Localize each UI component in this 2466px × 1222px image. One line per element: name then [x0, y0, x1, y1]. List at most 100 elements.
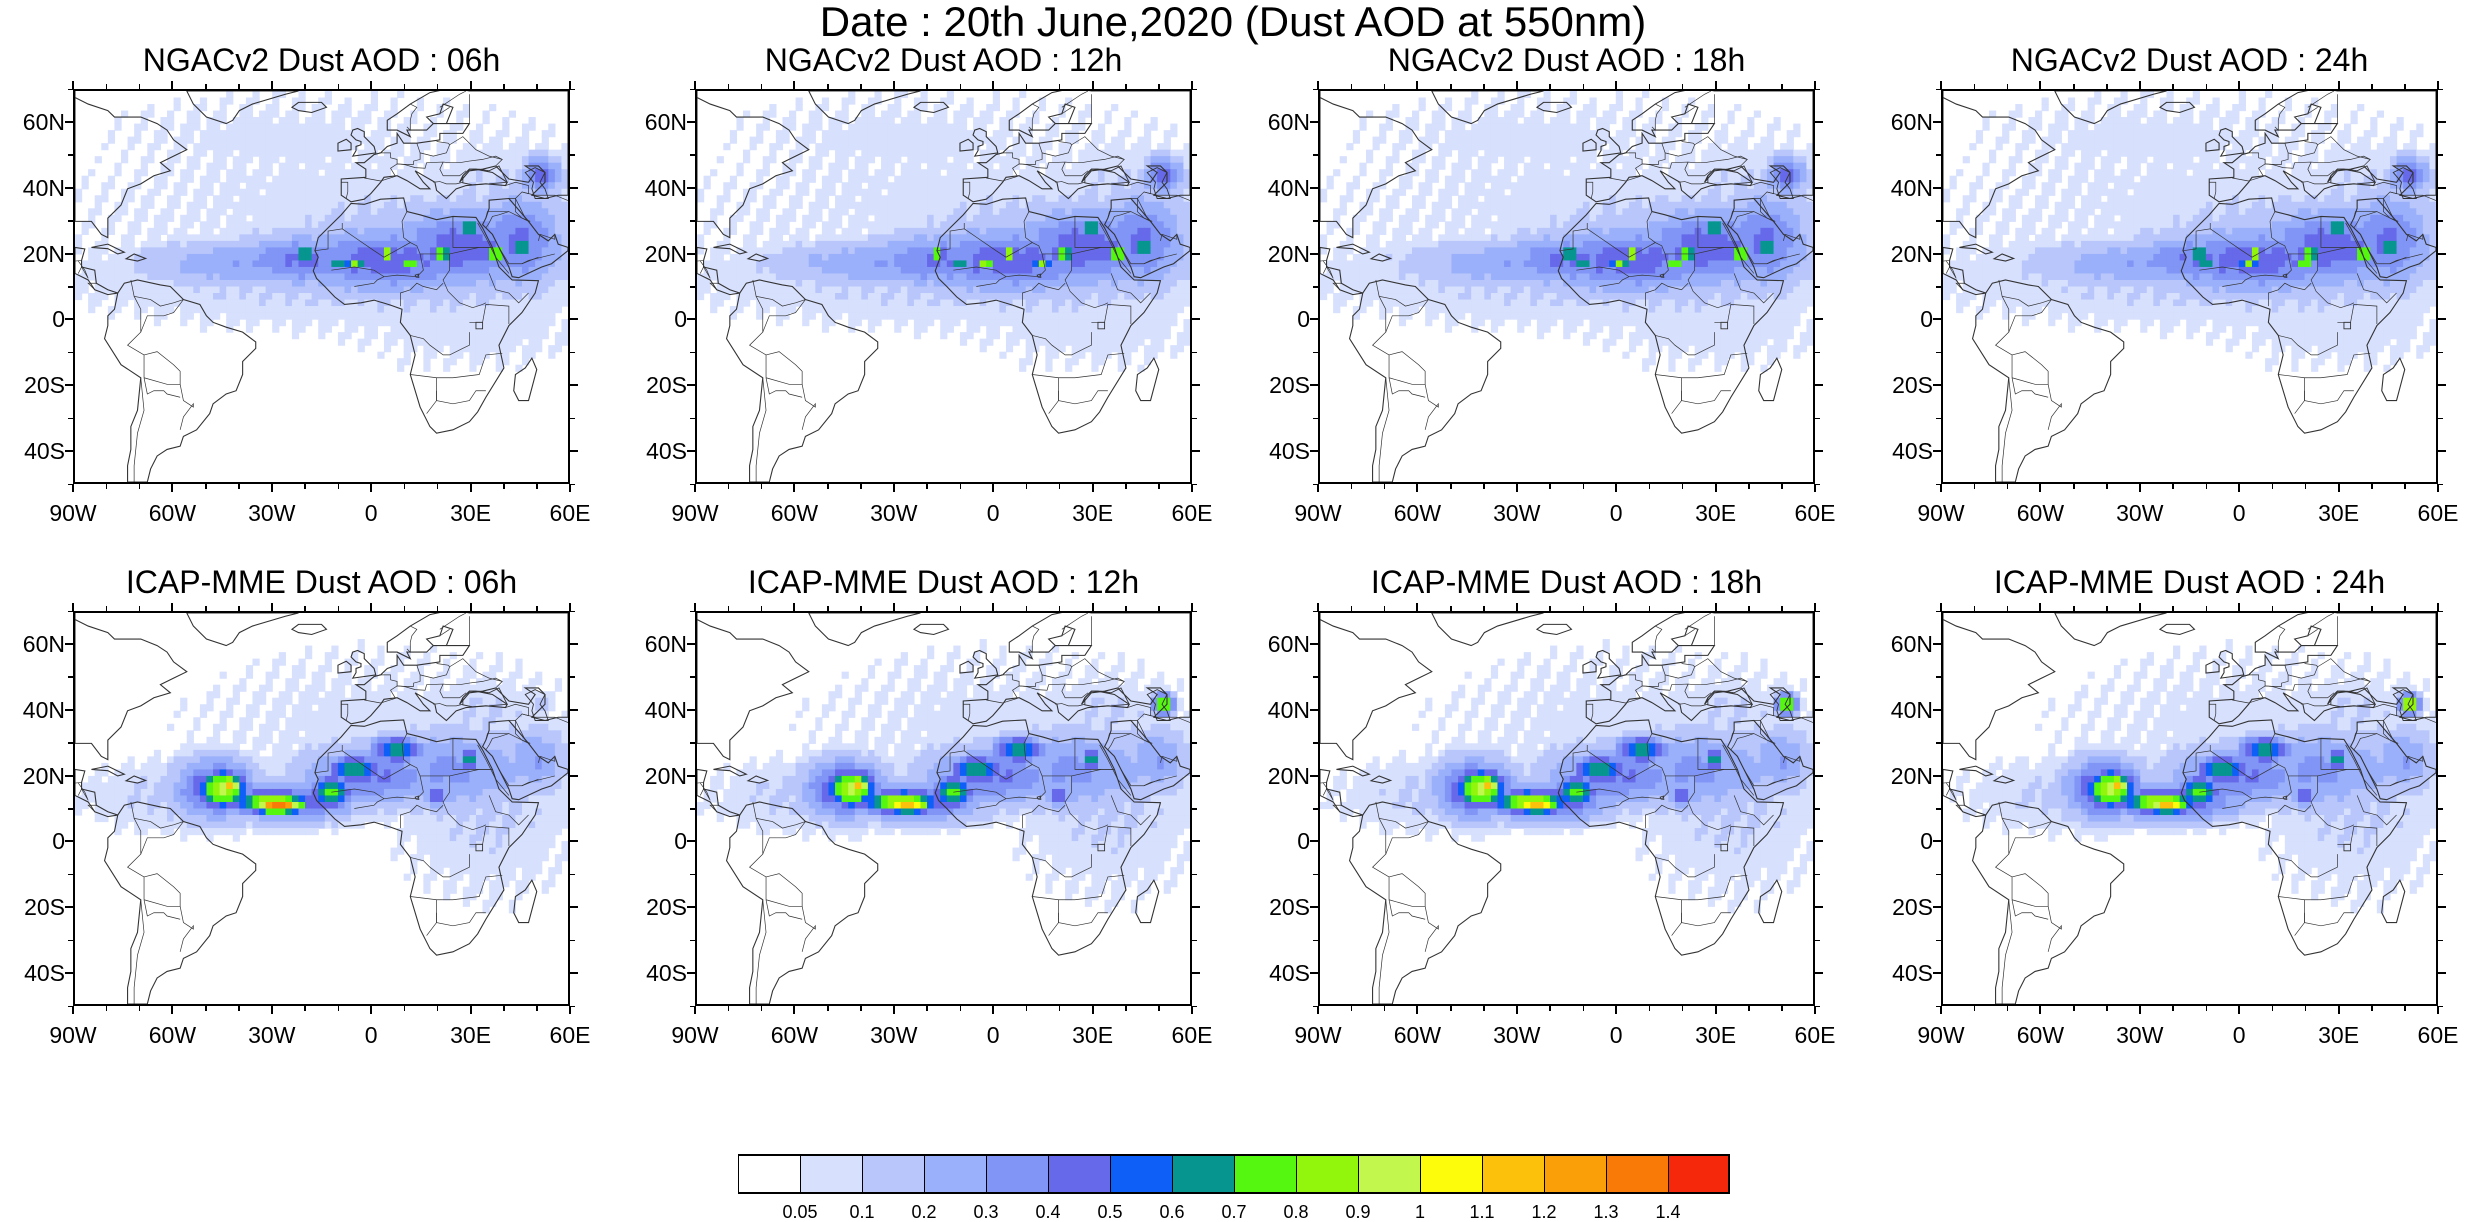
aod-cell	[1655, 110, 1663, 118]
aod-cell	[821, 299, 830, 307]
aod-cell	[900, 260, 908, 268]
aod-cell	[272, 149, 280, 157]
aod-cell	[318, 195, 326, 203]
aod-cell	[1084, 156, 1092, 164]
aod-cell	[239, 188, 247, 196]
aod-cell	[1038, 175, 1046, 183]
aod-cell	[403, 117, 411, 125]
aod-cell	[429, 156, 438, 164]
aod-cell	[1477, 136, 1485, 144]
aod-cell	[927, 208, 935, 216]
coastline	[962, 91, 1190, 203]
aod-cell	[272, 247, 280, 255]
aod-cell	[1071, 345, 1079, 353]
aod-cell	[1130, 188, 1139, 196]
aod-cell	[736, 117, 744, 125]
aod-cell	[1071, 123, 1079, 131]
aod-cell	[854, 162, 862, 170]
aod-cell	[874, 234, 882, 242]
aod-cell	[992, 279, 1000, 288]
aod-cell	[515, 338, 523, 346]
aod-cell	[927, 273, 935, 281]
aod-cell	[502, 214, 510, 222]
aod-cell	[390, 97, 398, 105]
aod-cell	[1150, 299, 1158, 307]
aod-cell	[180, 253, 188, 262]
aod-cell	[252, 279, 260, 288]
aod-cell	[716, 293, 724, 301]
aod-cell	[403, 266, 411, 275]
aod-cell	[521, 273, 530, 281]
lat-tick	[687, 318, 695, 321]
lon-tick	[370, 81, 373, 89]
aod-cell	[443, 214, 451, 222]
lon-minor-tick	[760, 84, 763, 89]
aod-cell	[1078, 175, 1086, 183]
aod-cell	[1005, 240, 1014, 248]
aod-cell	[298, 91, 306, 99]
aod-cell	[716, 240, 724, 248]
aod-cell	[515, 240, 523, 248]
aod-cell	[920, 97, 928, 105]
aod-cell	[429, 117, 438, 125]
aod-cell	[854, 247, 862, 255]
coastline	[725, 279, 879, 482]
aod-cell	[489, 338, 497, 346]
aod-cell	[535, 260, 543, 268]
aod-cell	[561, 175, 568, 183]
aod-cell	[1078, 266, 1086, 275]
aod-cell	[259, 299, 267, 307]
aod-cell	[305, 253, 313, 262]
aod-cell	[900, 234, 908, 242]
aod-cell	[489, 104, 497, 112]
aod-cell	[324, 279, 332, 288]
aod-cell	[927, 195, 935, 203]
aod-cell	[213, 130, 221, 138]
aod-cell	[1124, 149, 1132, 157]
country-border	[462, 94, 470, 134]
aod-cell	[940, 117, 948, 125]
aod-cell	[953, 312, 961, 320]
aod-cell	[1071, 332, 1079, 340]
country-border	[752, 279, 806, 307]
aod-cell	[900, 188, 908, 196]
aod-cell	[239, 117, 247, 125]
aod-cell	[265, 266, 273, 275]
aod-cell	[1097, 286, 1106, 294]
aod-cell	[1045, 312, 1053, 320]
aod-cell	[1143, 130, 1152, 138]
aod-cell	[186, 221, 194, 229]
aod-cell	[521, 286, 530, 294]
aod-cell	[736, 279, 744, 288]
aod-cell	[815, 195, 823, 203]
aod-cell	[1005, 110, 1014, 118]
aod-cell	[554, 175, 563, 183]
aod-cell	[508, 266, 517, 275]
aod-cell	[1045, 273, 1053, 281]
aod-cell	[219, 195, 227, 203]
aod-cell	[285, 188, 293, 196]
aod-cell	[966, 195, 974, 203]
aod-cell	[416, 97, 424, 105]
aod-cell	[808, 169, 816, 177]
aod-cell	[986, 110, 994, 118]
aod-cell	[933, 201, 941, 209]
aod-cell	[1740, 130, 1748, 138]
lat-tick	[1192, 318, 1200, 321]
aod-cell	[1111, 338, 1119, 346]
aod-cell	[815, 234, 823, 242]
aod-cell	[265, 240, 273, 248]
aod-cell	[986, 319, 994, 327]
aod-cell	[907, 130, 915, 138]
aod-cell	[828, 169, 836, 177]
aod-cell	[1157, 208, 1165, 216]
aod-cell	[199, 201, 208, 209]
aod-cell	[219, 208, 227, 216]
aod-cell	[874, 117, 882, 125]
aod-cell	[397, 136, 405, 144]
aod-cell	[986, 273, 994, 281]
aod-cell	[815, 273, 823, 281]
aod-cell	[1157, 266, 1165, 275]
aod-cell	[429, 325, 438, 333]
aod-cell	[318, 286, 326, 294]
